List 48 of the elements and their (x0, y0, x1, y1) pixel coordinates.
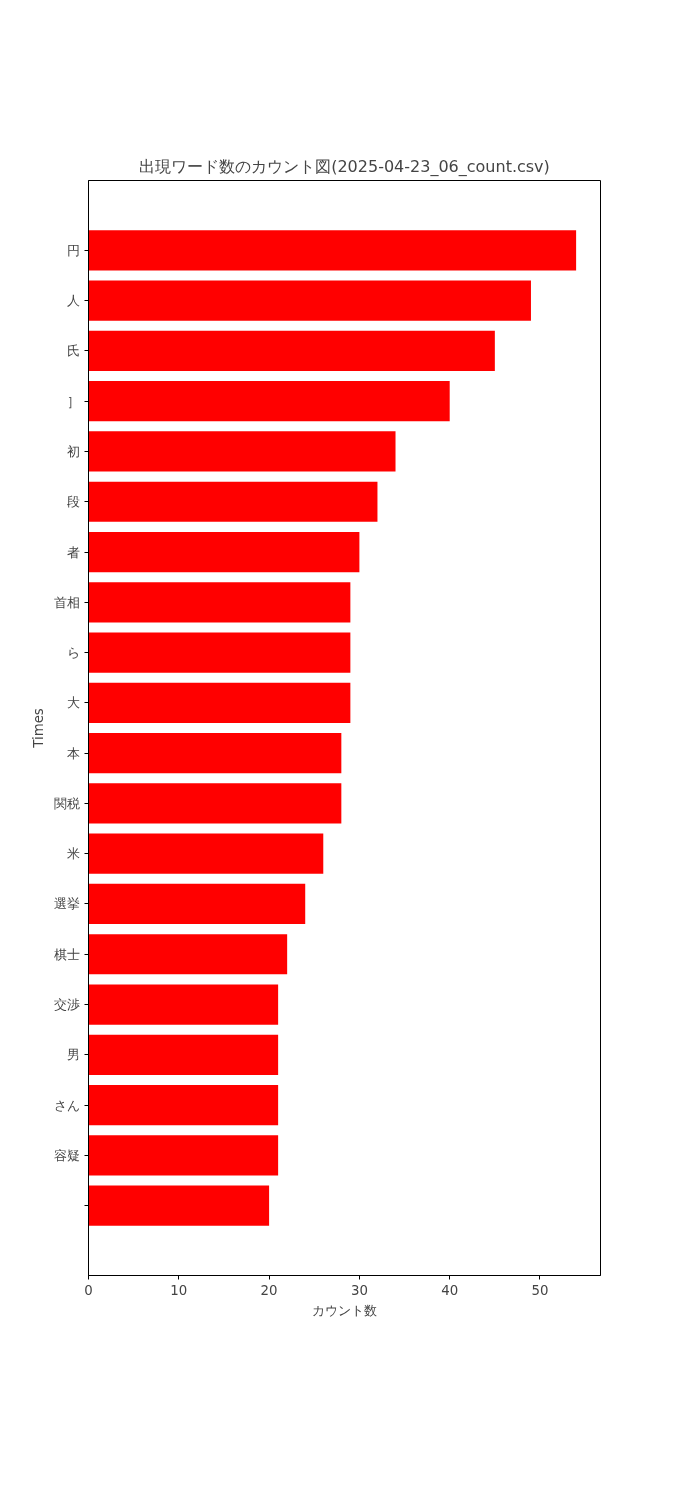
y-axis-title: Times (30, 708, 46, 749)
bar (88, 582, 351, 623)
bar (88, 330, 495, 372)
y-tick-label: 初 (66, 443, 80, 459)
bar (88, 883, 306, 925)
bar (88, 1185, 270, 1226)
y-tick-label: 米 (66, 846, 80, 862)
y-tick-label: 大 (66, 695, 80, 711)
y-tick-label: 氏 (66, 343, 80, 359)
bar (88, 531, 360, 573)
bar (88, 280, 531, 321)
y-tick-label: 選挙 (53, 896, 80, 912)
bar (88, 682, 351, 723)
y-tick-label: 交渉 (53, 997, 80, 1013)
bar (88, 783, 342, 824)
bar (88, 381, 450, 422)
y-tick-label: さん (53, 1097, 80, 1113)
bar (88, 733, 342, 774)
x-tick-label: 40 (441, 1282, 459, 1298)
x-tick-label: 0 (84, 1282, 93, 1298)
bar (88, 934, 288, 975)
y-tick-label: 者 (66, 544, 80, 560)
x-axis-title: カウント数 (312, 1302, 377, 1318)
bar (88, 1084, 279, 1126)
y-tick-label: 人 (66, 293, 80, 309)
bar (88, 984, 279, 1025)
y-tick-label: 本 (66, 745, 80, 761)
bar (88, 230, 577, 271)
bar (88, 833, 324, 874)
bar (88, 1034, 279, 1075)
bar (88, 632, 351, 673)
bar (88, 1135, 279, 1176)
y-tick-label: 関税 (53, 795, 80, 811)
y-tick-label: 棋士 (53, 946, 80, 962)
x-tick-label: 20 (260, 1282, 278, 1298)
y-tick-label: 容疑 (53, 1147, 80, 1163)
bar (88, 431, 396, 472)
y-tick-label: 段 (66, 494, 80, 510)
x-tick-label: 10 (170, 1282, 188, 1298)
chart-title: 出現ワード数のカウント図(2025-04-23_06_count.csv) (139, 156, 550, 177)
y-tick-label: ］ (66, 393, 80, 409)
x-tick-label: 50 (531, 1282, 549, 1298)
y-tick-label: 男 (66, 1047, 80, 1063)
y-tick-label: 首相 (53, 594, 80, 610)
y-tick-label: ら (66, 645, 80, 661)
bar (88, 481, 378, 522)
x-tick-label: 30 (350, 1282, 368, 1298)
y-tick-label: 円 (66, 242, 80, 258)
